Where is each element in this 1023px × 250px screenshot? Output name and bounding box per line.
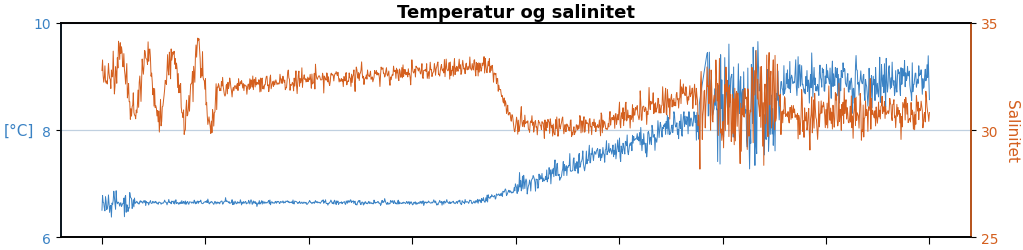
Y-axis label: Salinitet: Salinitet xyxy=(1004,99,1019,162)
Y-axis label: [°C]: [°C] xyxy=(4,123,35,138)
Title: Temperatur og salinitet: Temperatur og salinitet xyxy=(397,4,634,22)
